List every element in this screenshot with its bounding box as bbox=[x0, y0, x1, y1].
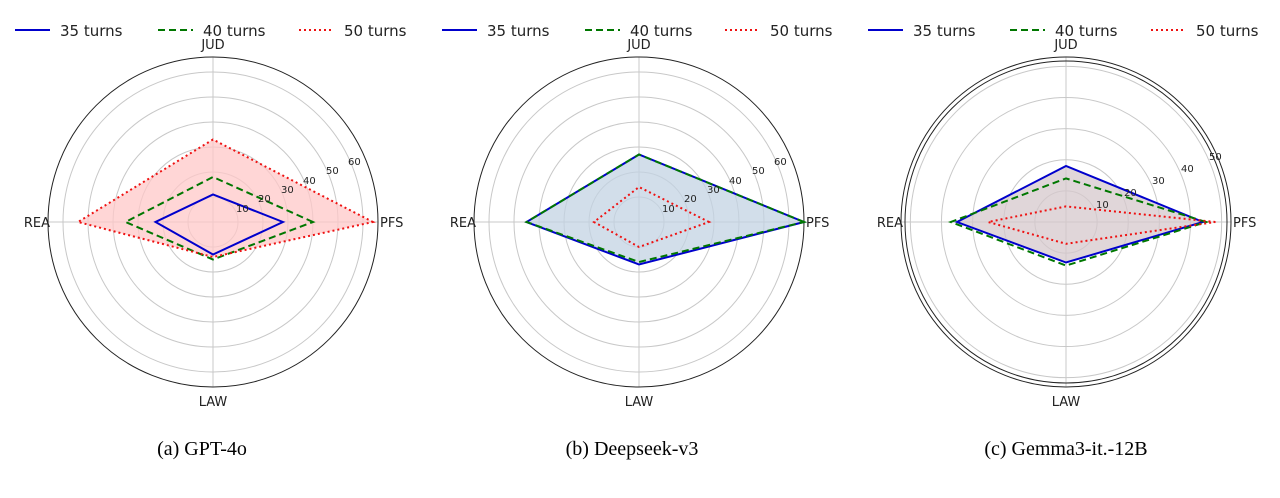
axis-label-rea: REA bbox=[24, 216, 50, 231]
legend-label-50-turns: 50 turns bbox=[770, 22, 833, 40]
axis-label-pfs: PFS bbox=[1233, 216, 1256, 231]
radial-tick-30: 30 bbox=[707, 185, 720, 196]
legend-label-35-turns: 35 turns bbox=[913, 22, 976, 40]
radial-tick-20: 20 bbox=[1124, 188, 1137, 199]
radar-panel-gpt-4o: 35 turns 40 turns 50 turns JUD PFS REA L… bbox=[15, 22, 407, 460]
series-50-turns bbox=[987, 205, 1216, 245]
outer-circle bbox=[47, 56, 379, 388]
legend-label-50-turns: 50 turns bbox=[344, 22, 407, 40]
radial-tick-60: 60 bbox=[348, 157, 361, 168]
legend-label-40-turns: 40 turns bbox=[203, 22, 266, 40]
axis-label-rea: REA bbox=[450, 216, 476, 231]
radial-tick-labels: 10 20 30 40 50 60 bbox=[662, 157, 787, 215]
legend: 35 turns 40 turns 50 turns bbox=[868, 22, 1259, 40]
radial-tick-10: 10 bbox=[662, 204, 675, 215]
legend-label-40-turns: 40 turns bbox=[1055, 22, 1118, 40]
legend-label-50-turns: 50 turns bbox=[1196, 22, 1259, 40]
radial-tick-60: 60 bbox=[774, 157, 787, 168]
series-40-turns bbox=[524, 153, 808, 264]
legend: 35 turns 40 turns 50 turns bbox=[15, 22, 407, 40]
panel-caption: (a) GPT-4o bbox=[157, 438, 247, 460]
radar-fill-area bbox=[957, 166, 1203, 263]
radar-series bbox=[947, 164, 1216, 267]
radial-tick-50: 50 bbox=[752, 166, 765, 177]
axis-label-jud: JUD bbox=[1053, 38, 1077, 53]
legend: 35 turns 40 turns 50 turns bbox=[442, 22, 833, 40]
panel-caption: (c) Gemma3-it.-12B bbox=[984, 438, 1147, 460]
outer-circle bbox=[900, 56, 1232, 388]
radar-series bbox=[75, 138, 376, 261]
outer-circle-inner bbox=[904, 60, 1228, 384]
radial-tick-10: 10 bbox=[1096, 200, 1109, 211]
radar-series bbox=[524, 153, 808, 266]
legend-label-35-turns: 35 turns bbox=[487, 22, 550, 40]
series-40-turns bbox=[947, 177, 1210, 267]
series-50-turns bbox=[592, 185, 712, 249]
radial-tick-30: 30 bbox=[281, 185, 294, 196]
radial-tick-40: 40 bbox=[729, 176, 742, 187]
axis-label-law: LAW bbox=[625, 395, 654, 410]
axis-label-jud: JUD bbox=[200, 38, 224, 53]
series-35-turns bbox=[954, 164, 1207, 264]
radar-fill-area bbox=[526, 154, 804, 265]
panel-caption: (b) Deepseek-v3 bbox=[566, 438, 699, 460]
axis-label-law: LAW bbox=[199, 395, 228, 410]
axis-label-jud: JUD bbox=[626, 38, 650, 53]
series-50-turns bbox=[75, 138, 376, 259]
radial-tick-40: 40 bbox=[303, 176, 316, 187]
radial-tick-50: 50 bbox=[1209, 152, 1222, 163]
radar-panel-deepseek-v3: 35 turns 40 turns 50 turns JUD PFS REA L… bbox=[442, 22, 833, 460]
radial-tick-40: 40 bbox=[1181, 164, 1194, 175]
radial-tick-20: 20 bbox=[684, 194, 697, 205]
radar-fill-area bbox=[78, 139, 373, 257]
axis-label-pfs: PFS bbox=[380, 216, 403, 231]
legend-label-35-turns: 35 turns bbox=[60, 22, 123, 40]
axis-label-rea: REA bbox=[877, 216, 903, 231]
radial-tick-labels: 10 20 30 40 50 60 bbox=[236, 157, 361, 215]
radial-tick-20: 20 bbox=[258, 194, 271, 205]
radial-tick-50: 50 bbox=[326, 166, 339, 177]
radar-grid bbox=[900, 56, 1232, 388]
axis-label-law: LAW bbox=[1052, 395, 1081, 410]
radial-tick-30: 30 bbox=[1152, 176, 1165, 187]
radar-panel-gemma3-it-12b: 35 turns 40 turns 50 turns JUD PFS REA L… bbox=[868, 22, 1259, 460]
axis-label-pfs: PFS bbox=[806, 216, 829, 231]
radial-tick-labels: 10 20 30 40 50 bbox=[1096, 152, 1222, 211]
series-35-turns bbox=[153, 193, 286, 256]
legend-label-40-turns: 40 turns bbox=[630, 22, 693, 40]
radial-tick-10: 10 bbox=[236, 204, 249, 215]
